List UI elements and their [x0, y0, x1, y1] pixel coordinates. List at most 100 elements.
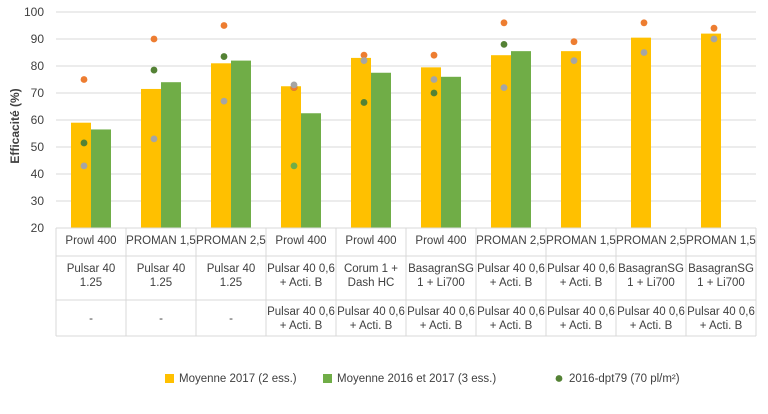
category-label: Pulsar 40 0,6: [267, 263, 335, 275]
data-point: [80, 139, 88, 147]
data-point: [710, 24, 718, 32]
y-axis-title: Efficacité (%): [8, 88, 22, 163]
bar-moyenne-2016-2017: [511, 51, 531, 229]
y-tick-label: 90: [31, 32, 45, 46]
category-label: 1 + Li700: [627, 277, 675, 289]
category-label: + Acti. B: [350, 320, 393, 332]
bar-moyenne-2016-2017: [441, 76, 461, 228]
category-label: + Acti. B: [280, 320, 323, 332]
data-point: [430, 76, 438, 83]
legend-marker: [555, 375, 563, 382]
data-point: [150, 66, 158, 74]
legend-label: Moyenne 2017 (2 ess.): [179, 373, 297, 385]
y-tick-label: 80: [31, 59, 45, 73]
category-label: + Acti. B: [560, 320, 603, 332]
bar-moyenne-2017: [421, 67, 441, 228]
legend-swatch: [323, 374, 332, 383]
category-label: Pulsar 40 0,6: [337, 306, 405, 318]
data-point: [150, 135, 158, 143]
data-point: [640, 49, 648, 56]
category-label: Corum 1 +: [344, 263, 398, 275]
bar-moyenne-2017: [561, 51, 581, 229]
data-point: [80, 162, 88, 170]
category-label: PROMAN 1,5: [546, 235, 616, 247]
data-point: [710, 35, 718, 43]
category-label: -: [89, 313, 93, 325]
category-label: -: [229, 313, 233, 325]
legend-swatch: [165, 374, 174, 383]
legend: Moyenne 2017 (2 ess.) Moyenne 2016 et 201…: [165, 373, 680, 385]
y-tick-label: 30: [31, 194, 45, 208]
y-tick-label: 20: [31, 221, 45, 235]
category-label: + Acti. B: [490, 320, 533, 332]
data-point: [570, 57, 578, 64]
bar-moyenne-2017: [631, 37, 651, 229]
bar-moyenne-2017: [141, 88, 161, 228]
category-label: Pulsar 40 0,6: [407, 306, 475, 318]
category-label: Pulsar 40 0,6: [617, 306, 685, 318]
bar-moyenne-2017: [351, 57, 371, 229]
data-point: [290, 81, 298, 89]
category-label: -: [159, 313, 163, 325]
y-tick-label: 70: [31, 86, 45, 100]
category-label: BasagranSG: [618, 263, 684, 275]
category-label: PROMAN 1,5: [126, 235, 196, 247]
data-point: [150, 35, 158, 43]
category-label: + Acti. B: [700, 320, 743, 332]
y-tick-label: 60: [31, 113, 45, 127]
bar-moyenne-2017: [71, 122, 91, 228]
legend-label: 2016-dpt79 (70 pl/m²): [569, 373, 680, 385]
bar-moyenne-2017: [211, 63, 231, 228]
category-label: PROMAN 2,5: [476, 235, 546, 247]
data-point: [360, 99, 368, 106]
data-point: [360, 51, 368, 59]
y-tick-label: 40: [31, 167, 45, 181]
data-point: [290, 162, 298, 170]
category-label: BasagranSG: [408, 263, 474, 275]
category-label: + Acti. B: [420, 320, 463, 332]
bar-moyenne-2017: [491, 55, 511, 229]
category-label: 1 + Li700: [417, 277, 465, 289]
category-label: Pulsar 40 0,6: [477, 306, 545, 318]
category-label: Prowl 400: [345, 235, 396, 247]
category-label: Pulsar 40 0,6: [547, 263, 615, 275]
bar-moyenne-2016-2017: [161, 82, 181, 228]
points: [80, 19, 718, 170]
bar-moyenne-2017: [281, 86, 301, 228]
y-tick-labels: 20 30 40 50 60 70 80 90 100: [24, 5, 44, 235]
y-tick-label: 100: [24, 5, 44, 19]
data-point: [220, 97, 228, 105]
category-label: Pulsar 40: [207, 263, 256, 275]
data-point: [430, 51, 438, 59]
bar-moyenne-2016-2017: [371, 72, 391, 228]
category-label: Prowl 400: [275, 235, 326, 247]
category-label: PROMAN 1,5: [686, 235, 756, 247]
category-label: Pulsar 40: [67, 263, 116, 275]
category-label: + Acti. B: [490, 277, 533, 289]
category-label: 1.25: [220, 277, 242, 289]
category-label: PROMAN 2,5: [616, 235, 686, 247]
data-point: [220, 22, 228, 29]
category-label: 1 + Li700: [697, 277, 745, 289]
data-point: [500, 19, 508, 27]
y-tick-label: 50: [31, 140, 45, 154]
data-point: [430, 89, 438, 97]
legend-label: Moyenne 2016 et 2017 (3 ess.): [337, 373, 496, 385]
bar-moyenne-2016-2017: [231, 60, 251, 228]
data-point: [80, 76, 88, 83]
data-point: [500, 41, 508, 48]
category-label: Pulsar 40: [137, 263, 186, 275]
category-label: + Acti. B: [630, 320, 673, 332]
bar-moyenne-2016-2017: [91, 129, 111, 228]
category-label: Pulsar 40 0,6: [687, 306, 755, 318]
data-point: [570, 38, 578, 46]
data-point: [500, 84, 508, 91]
category-label: Pulsar 40 0,6: [267, 306, 335, 318]
category-label: 1.25: [80, 277, 102, 289]
bars: [71, 33, 721, 229]
category-label: Pulsar 40 0,6: [477, 263, 545, 275]
category-label: Prowl 400: [415, 235, 466, 247]
data-point: [360, 57, 368, 64]
category-label: + Acti. B: [560, 277, 603, 289]
